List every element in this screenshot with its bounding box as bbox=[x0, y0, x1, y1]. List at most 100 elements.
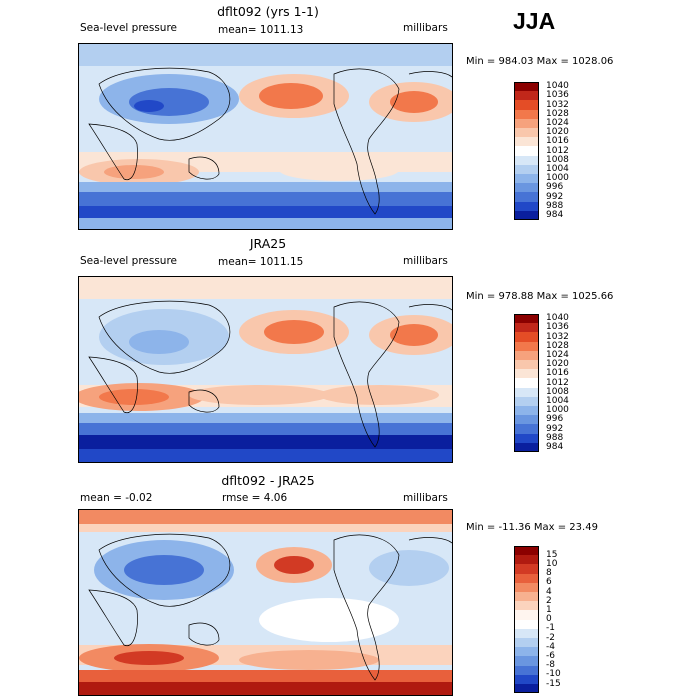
colorbar-swatch bbox=[514, 100, 539, 110]
colorbar-swatch bbox=[514, 665, 539, 675]
colorbar-swatch bbox=[514, 619, 539, 629]
colorbar-swatch bbox=[514, 442, 539, 452]
panel3-map bbox=[78, 509, 453, 696]
colorbar-label: 996 bbox=[546, 182, 564, 193]
panel3-map-svg bbox=[79, 510, 452, 695]
panel1-map-svg bbox=[79, 44, 452, 229]
colorbar-swatch bbox=[514, 601, 539, 611]
colorbar-swatch bbox=[514, 118, 539, 128]
colorbar-label: 1028 bbox=[546, 340, 569, 351]
colorbar-swatch bbox=[514, 582, 539, 592]
colorbar-label: -10 bbox=[546, 669, 561, 680]
colorbar-label: 1024 bbox=[546, 349, 569, 360]
season-title: JJA bbox=[513, 8, 556, 34]
panel2-mean: mean= 1011.15 bbox=[218, 256, 304, 268]
colorbar-label: 984 bbox=[546, 209, 564, 220]
colorbar-label: -6 bbox=[546, 650, 555, 661]
colorbar-label: 1028 bbox=[546, 108, 569, 119]
panel2-minmax: Min = 978.88 Max = 1025.66 bbox=[466, 291, 614, 302]
colorbar-swatch bbox=[514, 137, 539, 147]
colorbar-frame bbox=[514, 82, 539, 220]
colorbar-swatch bbox=[514, 155, 539, 165]
colorbar-swatch bbox=[514, 555, 539, 565]
colorbar-label: -4 bbox=[546, 641, 555, 652]
colorbar-swatch bbox=[514, 628, 539, 638]
panel1-mean: mean= 1011.13 bbox=[218, 24, 304, 36]
colorbar-label: -2 bbox=[546, 632, 555, 643]
colorbar-label: 1012 bbox=[546, 145, 569, 156]
colorbar-label: 1000 bbox=[546, 405, 569, 416]
colorbar-swatch bbox=[514, 378, 539, 388]
colorbar-swatch bbox=[514, 415, 539, 425]
colorbar-swatch bbox=[514, 82, 539, 92]
panel1-field-label: Sea-level pressure bbox=[80, 22, 178, 34]
panel3-units: millibars bbox=[403, 492, 448, 504]
panel2-map-svg bbox=[79, 277, 452, 462]
colorbar-label: 15 bbox=[546, 549, 558, 560]
colorbar-label: 8 bbox=[546, 568, 552, 579]
colorbar-swatch bbox=[514, 564, 539, 574]
colorbar-swatch bbox=[514, 183, 539, 193]
colorbar-swatch bbox=[514, 360, 539, 370]
colorbar-swatch bbox=[514, 314, 539, 324]
colorbar-label: 984 bbox=[546, 441, 564, 452]
colorbar-label: 10 bbox=[546, 558, 558, 569]
colorbar-swatch bbox=[514, 369, 539, 379]
colorbar-swatch bbox=[514, 332, 539, 342]
colorbar-swatch bbox=[514, 210, 539, 220]
colorbar-label: 996 bbox=[546, 414, 564, 425]
colorbar-swatch bbox=[514, 323, 539, 333]
colorbar-swatch bbox=[514, 433, 539, 443]
colorbar-swatch bbox=[514, 201, 539, 211]
colorbar-swatch bbox=[514, 128, 539, 138]
colorbar-swatch bbox=[514, 109, 539, 119]
colorbar-label: 1004 bbox=[546, 163, 569, 174]
colorbar-swatch bbox=[514, 174, 539, 184]
panel1-minmax: Min = 984.03 Max = 1028.06 bbox=[466, 56, 614, 67]
panel1-units: millibars bbox=[403, 22, 448, 34]
colorbar-swatch bbox=[514, 546, 539, 556]
panel2-title: JRA25 bbox=[249, 236, 287, 251]
colorbar-label: 1020 bbox=[546, 359, 569, 370]
colorbar-label: 1 bbox=[546, 604, 552, 615]
colorbar-frame bbox=[514, 314, 539, 452]
colorbar-label: 1016 bbox=[546, 368, 569, 379]
colorbar-label: -15 bbox=[546, 678, 561, 689]
colorbar-label: 988 bbox=[546, 432, 564, 443]
colorbar-label: 1008 bbox=[546, 386, 569, 397]
panel2-map bbox=[78, 276, 453, 463]
colorbar-label: 0 bbox=[546, 614, 552, 625]
panel2-field-label: Sea-level pressure bbox=[80, 255, 178, 267]
colorbar-label: 1036 bbox=[546, 322, 569, 333]
colorbar-label: 1016 bbox=[546, 136, 569, 147]
colorbar-swatch bbox=[514, 424, 539, 434]
colorbar-swatch bbox=[514, 387, 539, 397]
panel1-map bbox=[78, 43, 453, 230]
colorbar-label: 988 bbox=[546, 200, 564, 211]
colorbar-label: 1020 bbox=[546, 127, 569, 138]
colorbar-swatch bbox=[514, 146, 539, 156]
colorbar-label: 1004 bbox=[546, 395, 569, 406]
panel3-title: dflt092 - JRA25 bbox=[221, 473, 315, 488]
colorbar-label: 6 bbox=[546, 577, 552, 588]
colorbar-label: -1 bbox=[546, 623, 555, 634]
colorbar-swatch bbox=[514, 341, 539, 351]
colorbar-label: 1000 bbox=[546, 173, 569, 184]
panel2-units: millibars bbox=[403, 255, 448, 267]
colorbar-swatch bbox=[514, 192, 539, 202]
colorbar-frame bbox=[514, 546, 539, 694]
colorbar-swatch bbox=[514, 656, 539, 666]
colorbar-swatch bbox=[514, 592, 539, 602]
colorbar-label: -8 bbox=[546, 660, 555, 671]
panel3-rmse: rmse = 4.06 bbox=[222, 492, 288, 504]
colorbar-label: 1012 bbox=[546, 377, 569, 388]
colorbar-swatch bbox=[514, 573, 539, 583]
colorbar-swatch bbox=[514, 350, 539, 360]
colorbar-swatch bbox=[514, 91, 539, 101]
colorbar-swatch bbox=[514, 610, 539, 620]
colorbar-label: 1008 bbox=[546, 154, 569, 165]
colorbar-label: 992 bbox=[546, 191, 564, 202]
colorbar-swatch bbox=[514, 674, 539, 684]
colorbar-swatch bbox=[514, 684, 539, 694]
colorbar-swatch bbox=[514, 406, 539, 416]
